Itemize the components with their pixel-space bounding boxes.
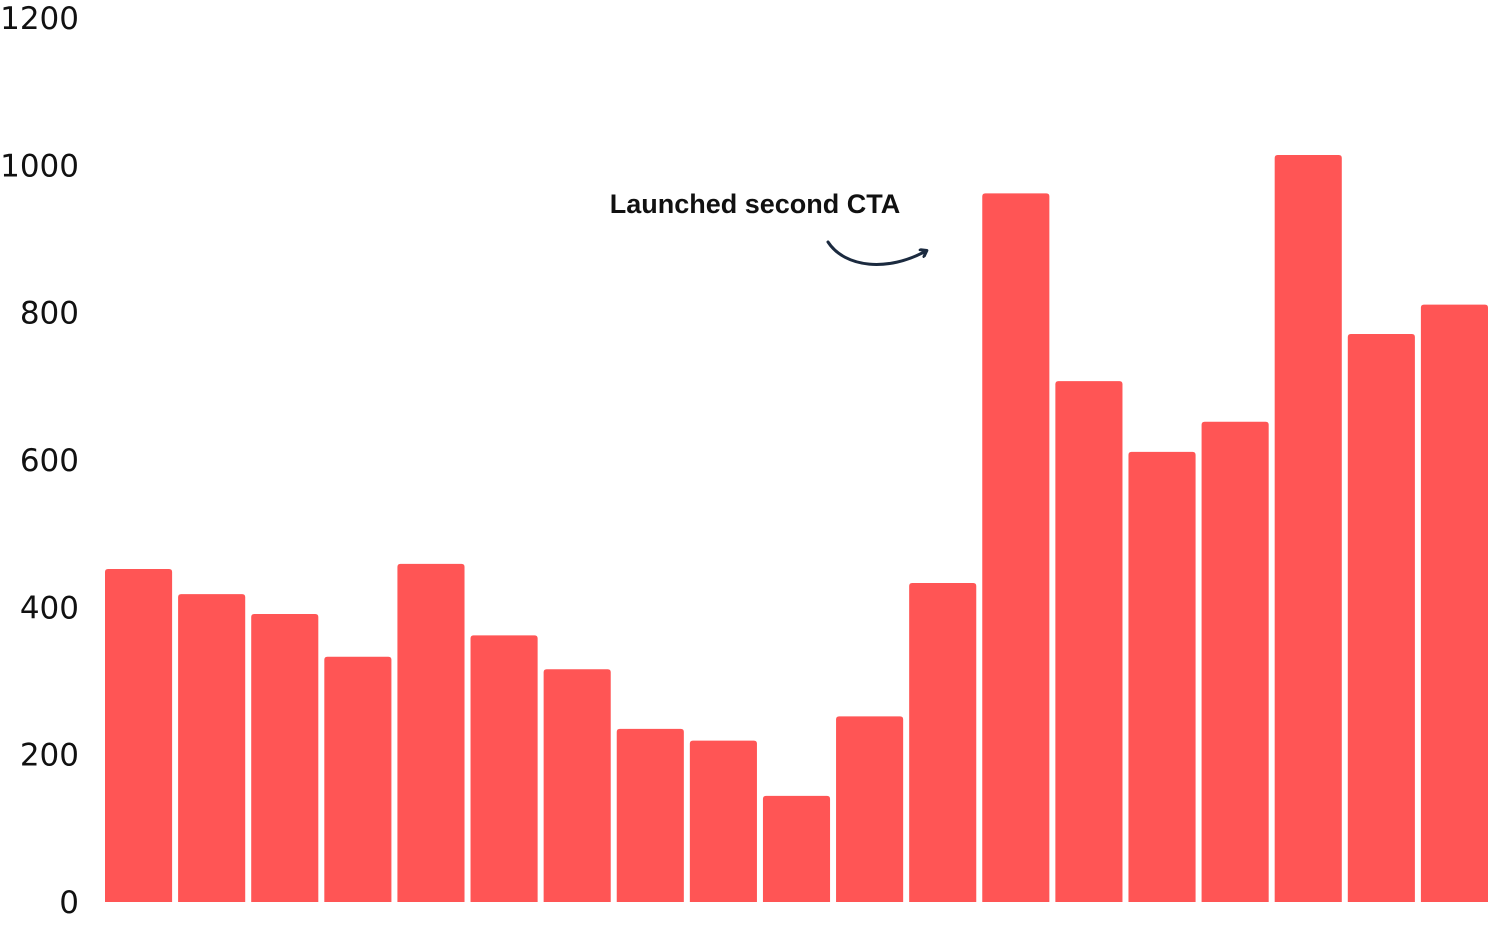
bar	[1347, 334, 1415, 902]
bar	[1055, 381, 1123, 903]
bar	[397, 563, 465, 902]
y-tick-label: 0	[59, 885, 79, 921]
y-axis: 0 200 400 600 800 1000 1200	[0, 1, 79, 921]
annotation-arrow-icon	[826, 240, 926, 266]
bar	[982, 193, 1050, 902]
bars	[105, 155, 1488, 903]
y-tick-label: 1200	[0, 1, 79, 37]
y-tick-label: 600	[20, 443, 79, 479]
y-tick-label: 1000	[0, 148, 79, 184]
bar	[470, 635, 538, 902]
bar	[616, 728, 684, 902]
bar	[543, 669, 611, 902]
bar	[762, 795, 831, 902]
bar	[324, 656, 392, 902]
bar	[1128, 451, 1196, 902]
y-tick-label: 200	[20, 738, 79, 774]
bar	[689, 740, 757, 902]
annotation-label: Launched second CTA	[610, 189, 901, 219]
bar	[1274, 155, 1342, 902]
y-tick-label: 400	[20, 590, 79, 626]
bar	[1201, 421, 1269, 902]
bar	[836, 716, 904, 902]
bar	[909, 583, 977, 902]
y-tick-label: 800	[20, 296, 79, 332]
bar	[178, 594, 246, 902]
bar	[105, 569, 173, 902]
bar	[1420, 304, 1488, 902]
bar	[251, 613, 319, 902]
annotation: Launched second CTA	[610, 189, 926, 266]
